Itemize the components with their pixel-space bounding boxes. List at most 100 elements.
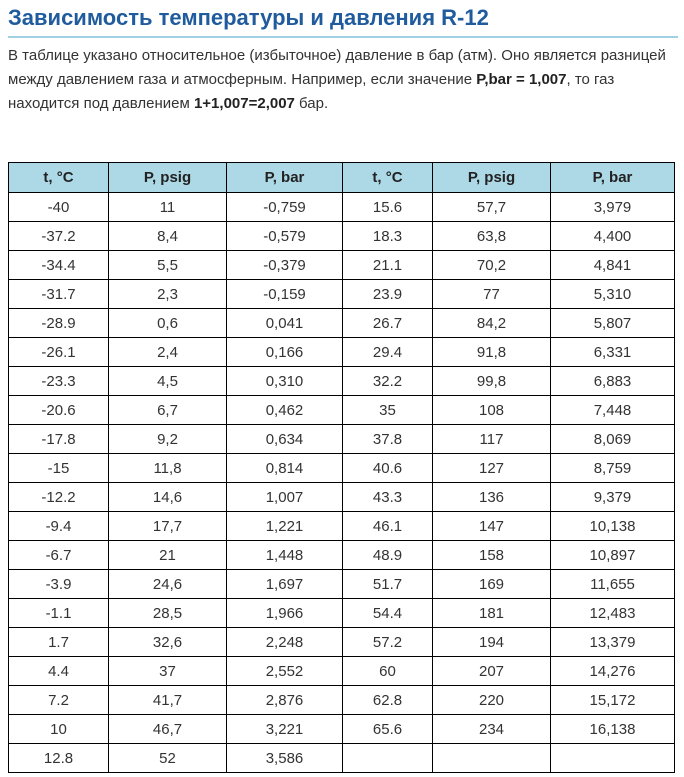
- cell-temperature: -6.7: [8, 540, 109, 570]
- table-row: 12.8 52 3,586: [8, 743, 675, 773]
- cell-pressure-psig-2: 108: [432, 395, 551, 425]
- cell-pressure-psig: 2,3: [108, 279, 227, 309]
- cell-temperature-2: 60: [342, 656, 433, 686]
- cell-pressure-bar: -0,159: [226, 279, 343, 309]
- cell-pressure-psig: 14,6: [108, 482, 227, 512]
- header-temperature-2: t, °C: [342, 162, 433, 193]
- cell-pressure-bar-2: 4,841: [550, 250, 675, 280]
- cell-pressure-psig: 8,4: [108, 221, 227, 251]
- cell-pressure-bar-2: 14,276: [550, 656, 675, 686]
- cell-pressure-bar: 0,166: [226, 337, 343, 367]
- cell-pressure-bar: 2,876: [226, 685, 343, 715]
- cell-temperature: 12.8: [8, 743, 109, 773]
- cell-temperature-2: 62.8: [342, 685, 433, 715]
- cell-pressure-psig: 24,6: [108, 569, 227, 599]
- cell-pressure-bar-2: 10,138: [550, 511, 675, 541]
- cell-pressure-psig: 32,6: [108, 627, 227, 657]
- table-row: 4.4 37 2,552 60 207 14,276: [8, 656, 675, 686]
- table-row: 10 46,7 3,221 65.6 234 16,138: [8, 714, 675, 744]
- cell-pressure-psig: 4,5: [108, 366, 227, 396]
- table-header-row: t, °C P, psig P, bar t, °C P, psig P, ba…: [8, 162, 675, 193]
- cell-temperature: -9.4: [8, 511, 109, 541]
- header-pressure-psig: P, psig: [108, 162, 227, 193]
- table-body: -40 11 -0,759 15.6 57,7 3,979 -37.2 8,4 -0,579 18…: [8, 192, 675, 773]
- cell-pressure-psig-2: 117: [432, 424, 551, 454]
- table-row: -23.3 4,5 0,310 32.2 99,8 6,883: [8, 366, 675, 396]
- cell-pressure-bar-2: 8,069: [550, 424, 675, 454]
- header-pressure-bar-2: P, bar: [550, 162, 675, 193]
- cell-temperature: 7.2: [8, 685, 109, 715]
- cell-pressure-psig: 0,6: [108, 308, 227, 338]
- cell-pressure-psig-2: 169: [432, 569, 551, 599]
- cell-temperature-2: 51.7: [342, 569, 433, 599]
- table-row: -31.7 2,3 -0,159 23.9 77 5,310: [8, 279, 675, 309]
- cell-pressure-bar: 1,007: [226, 482, 343, 512]
- cell-pressure-psig-2: 77: [432, 279, 551, 309]
- cell-pressure-bar-2: 12,483: [550, 598, 675, 628]
- cell-pressure-psig-2: 234: [432, 714, 551, 744]
- table-row: -26.1 2,4 0,166 29.4 91,8 6,331: [8, 337, 675, 367]
- cell-pressure-psig-2: [432, 743, 551, 773]
- table-row: -34.4 5,5 -0,379 21.1 70,2 4,841: [8, 250, 675, 280]
- cell-pressure-psig-2: 99,8: [432, 366, 551, 396]
- cell-pressure-bar: -0,379: [226, 250, 343, 280]
- cell-pressure-psig: 11,8: [108, 453, 227, 483]
- cell-pressure-bar-2: 7,448: [550, 395, 675, 425]
- table-row: -12.2 14,6 1,007 43.3 136 9,379: [8, 482, 675, 512]
- cell-pressure-bar: 2,552: [226, 656, 343, 686]
- cell-temperature: -3.9: [8, 569, 109, 599]
- cell-pressure-psig-2: 147: [432, 511, 551, 541]
- cell-temperature-2: 40.6: [342, 453, 433, 483]
- cell-temperature-2: 21.1: [342, 250, 433, 280]
- cell-pressure-psig: 28,5: [108, 598, 227, 628]
- cell-pressure-psig-2: 63,8: [432, 221, 551, 251]
- cell-pressure-psig: 41,7: [108, 685, 227, 715]
- cell-pressure-bar: -0,759: [226, 192, 343, 222]
- cell-pressure-bar: 2,248: [226, 627, 343, 657]
- cell-temperature: -34.4: [8, 250, 109, 280]
- cell-pressure-psig: 9,2: [108, 424, 227, 454]
- cell-pressure-psig: 11: [108, 192, 227, 222]
- cell-pressure-bar: 0,310: [226, 366, 343, 396]
- intro-bold-example: P,bar = 1,007: [476, 71, 567, 88]
- intro-bold-formula: 1+1,007=2,007: [193, 95, 295, 112]
- cell-temperature: -26.1: [8, 337, 109, 367]
- cell-pressure-bar-2: 6,883: [550, 366, 675, 396]
- intro-paragraph: В таблице указано относительное (избыточ…: [8, 44, 672, 116]
- cell-temperature: -20.6: [8, 395, 109, 425]
- cell-temperature: 1.7: [8, 627, 109, 657]
- cell-pressure-bar-2: 5,807: [550, 308, 675, 338]
- cell-pressure-psig: 21: [108, 540, 227, 570]
- cell-pressure-psig: 52: [108, 743, 227, 773]
- header-temperature: t, °C: [8, 162, 109, 193]
- cell-pressure-psig: 2,4: [108, 337, 227, 367]
- cell-temperature-2: 57.2: [342, 627, 433, 657]
- page-title: Зависимость температуры и давления R-12: [8, 4, 678, 38]
- cell-pressure-psig-2: 84,2: [432, 308, 551, 338]
- pressure-temperature-table: t, °C P, psig P, bar t, °C P, psig P, ba…: [8, 162, 675, 773]
- cell-temperature: -15: [8, 453, 109, 483]
- cell-pressure-bar-2: [550, 743, 675, 773]
- cell-pressure-bar-2: 5,310: [550, 279, 675, 309]
- cell-temperature-2: 23.9: [342, 279, 433, 309]
- cell-pressure-bar-2: 15,172: [550, 685, 675, 715]
- pressure-table-container: t, °C P, psig P, bar t, °C P, psig P, ba…: [8, 162, 675, 773]
- cell-temperature-2: 35: [342, 395, 433, 425]
- cell-pressure-bar-2: 16,138: [550, 714, 675, 744]
- cell-temperature-2: 18.3: [342, 221, 433, 251]
- cell-temperature: -28.9: [8, 308, 109, 338]
- cell-temperature: -17.8: [8, 424, 109, 454]
- cell-pressure-psig-2: 127: [432, 453, 551, 483]
- intro-text-2: , то газ находится под давлением: [8, 71, 615, 112]
- cell-pressure-psig-2: 158: [432, 540, 551, 570]
- header-pressure-psig-2: P, psig: [432, 162, 551, 193]
- cell-temperature-2: 32.2: [342, 366, 433, 396]
- cell-pressure-psig-2: 181: [432, 598, 551, 628]
- cell-pressure-bar: -0,579: [226, 221, 343, 251]
- cell-pressure-psig-2: 57,7: [432, 192, 551, 222]
- table-row: -28.9 0,6 0,041 26.7 84,2 5,807: [8, 308, 675, 338]
- cell-temperature-2: 43.3: [342, 482, 433, 512]
- cell-temperature-2: 15.6: [342, 192, 433, 222]
- table-row: -6.7 21 1,448 48.9 158 10,897: [8, 540, 675, 570]
